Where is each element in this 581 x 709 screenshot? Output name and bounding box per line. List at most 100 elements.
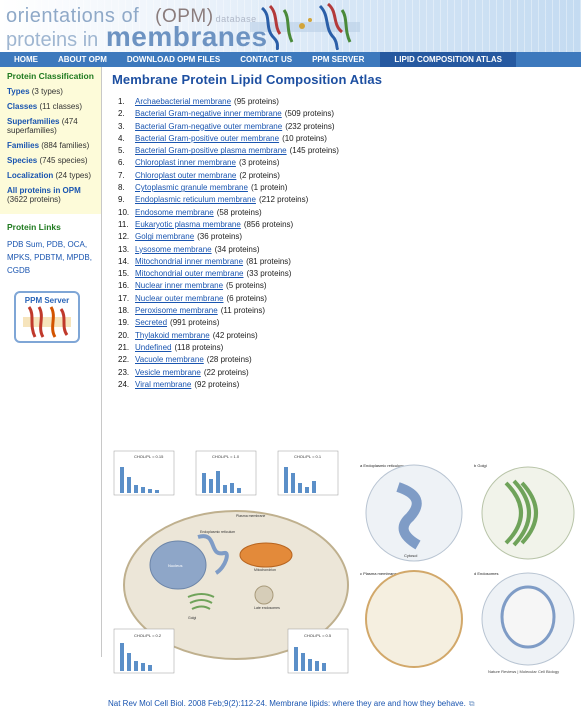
- protein-count: (11 proteins): [221, 306, 265, 315]
- membrane-link[interactable]: Vacuole membrane: [135, 355, 204, 364]
- link-pdb-sum[interactable]: PDB Sum: [7, 240, 42, 249]
- membrane-list-item: 10. Endosome membrane (58 proteins): [112, 207, 581, 219]
- membrane-link[interactable]: Bacterial Gram-positive plasma membrane: [135, 146, 287, 155]
- protein-links-panel: Protein Links PDB Sum, PDB, OCA, MPKS, P…: [0, 214, 101, 281]
- membrane-link[interactable]: Bacterial Gram-negative inner membrane: [135, 109, 282, 118]
- sidebar-entry-all-proteins: All proteins in OPM (3622 proteins): [7, 186, 95, 204]
- link-oca[interactable]: OCA: [67, 240, 84, 249]
- membrane-link[interactable]: Cytoplasmic granule membrane: [135, 183, 248, 192]
- protein-count: (2 proteins): [239, 171, 279, 180]
- membrane-list-item: 23. Vesicle membrane (22 proteins): [112, 367, 581, 379]
- protein-count: (212 proteins): [259, 195, 308, 204]
- figure-credit: Nature Reviews | Molecular Cell Biology: [488, 669, 559, 674]
- nav-lipid-composition-atlas[interactable]: LIPID COMPOSITION ATLAS: [380, 52, 516, 67]
- nav-home[interactable]: HOME: [4, 55, 48, 64]
- membrane-list-item: 14. Mitochondrial inner membrane (81 prote…: [112, 256, 581, 268]
- protein-count: (856 proteins): [244, 220, 293, 229]
- membrane-link[interactable]: Undefined: [135, 343, 171, 352]
- types-link[interactable]: Types: [7, 87, 30, 96]
- membrane-link[interactable]: Chloroplast outer membrane: [135, 171, 236, 180]
- membrane-list-item: 2. Bacterial Gram-negative inner membrane…: [112, 108, 581, 120]
- histogram-pm: CHOL/PL = 1.0: [196, 451, 256, 495]
- list-item-number: 12.: [112, 231, 132, 243]
- histogram-er: CHOL/PL = 0.15: [114, 451, 174, 495]
- membrane-link[interactable]: Nuclear inner membrane: [135, 281, 223, 290]
- membrane-list-item: 7. Chloroplast outer membrane (2 proteins): [112, 170, 581, 182]
- logo-membranes: membranes: [106, 21, 268, 52]
- protein-count: (145 proteins): [290, 146, 339, 155]
- external-link-icon: ⧉: [469, 699, 475, 708]
- list-item-number: 15.: [112, 268, 132, 280]
- membrane-list-item: 13. Lysosome membrane (34 proteins): [112, 244, 581, 256]
- sidebar-entry-localization: Localization (24 types): [7, 171, 95, 180]
- protein-count: (232 proteins): [285, 122, 334, 131]
- membrane-list-item: 16. Nuclear inner membrane (5 proteins): [112, 280, 581, 292]
- membrane-link[interactable]: Thylakoid membrane: [135, 331, 210, 340]
- svg-text:Late endosomes: Late endosomes: [254, 606, 280, 610]
- svg-text:CHOL/PL = 1.0: CHOL/PL = 1.0: [212, 454, 240, 459]
- all-proteins-link[interactable]: All proteins in OPM: [7, 186, 81, 195]
- membrane-link[interactable]: Vesicle membrane: [135, 368, 201, 377]
- svg-text:CHOL/PL = 0.5: CHOL/PL = 0.5: [304, 633, 332, 638]
- svg-text:a Endoplasmic reticulum: a Endoplasmic reticulum: [360, 463, 404, 468]
- histogram-mito: CHOL/PL = 0.1: [278, 451, 338, 495]
- families-link[interactable]: Families: [7, 141, 39, 150]
- link-pdbtm[interactable]: PDBTM: [34, 253, 62, 262]
- protein-links-list: PDB Sum, PDB, OCA, MPKS, PDBTM, MPDB, CG…: [7, 238, 95, 277]
- link-mpks[interactable]: MPKS: [7, 253, 30, 262]
- membrane-link[interactable]: Chloroplast inner membrane: [135, 158, 236, 167]
- link-pdb[interactable]: PDB: [47, 240, 63, 249]
- membrane-link[interactable]: Lysosome membrane: [135, 245, 212, 254]
- membrane-link[interactable]: Endoplasmic reticulum membrane: [135, 195, 256, 204]
- membrane-link[interactable]: Archaebacterial membrane: [135, 97, 231, 106]
- citation-link[interactable]: Nat Rev Mol Cell Biol. 2008 Feb;9(2):112…: [108, 699, 475, 709]
- membrane-link[interactable]: Mitochondrial outer membrane: [135, 269, 244, 278]
- ppm-server-button[interactable]: PPM Server: [14, 291, 80, 343]
- membrane-link[interactable]: Secreted: [135, 318, 167, 327]
- membrane-list-item: 21. Undefined (118 proteins): [112, 342, 581, 354]
- membrane-link[interactable]: Bacterial Gram-positive outer membrane: [135, 134, 279, 143]
- protein-count: (5 proteins): [226, 281, 266, 290]
- protein-count: (3 proteins): [239, 158, 279, 167]
- nav-about-opm[interactable]: ABOUT OPM: [48, 55, 117, 64]
- classes-link[interactable]: Classes: [7, 102, 37, 111]
- membrane-list-item: 3. Bacterial Gram-negative outer membrane…: [112, 121, 581, 133]
- citation-text[interactable]: Nat Rev Mol Cell Biol. 2008 Feb;9(2):112…: [108, 699, 466, 708]
- list-item-number: 3.: [112, 121, 132, 133]
- species-link[interactable]: Species: [7, 156, 37, 165]
- list-item-number: 1.: [112, 96, 132, 108]
- svg-text:c Plasma membrane: c Plasma membrane: [360, 571, 397, 576]
- protein-count: (34 proteins): [215, 245, 260, 254]
- membrane-link[interactable]: Eukaryotic plasma membrane: [135, 220, 241, 229]
- membrane-list-item: 11. Eukaryotic plasma membrane (856 protei…: [112, 219, 581, 231]
- svg-text:d Endosomes: d Endosomes: [474, 571, 498, 576]
- main-nav: HOME ABOUT OPM DOWNLOAD OPM FILES CONTAC…: [0, 52, 581, 67]
- localization-link[interactable]: Localization: [7, 171, 53, 180]
- link-cgdb[interactable]: CGDB: [7, 266, 30, 275]
- membrane-link[interactable]: Peroxisome membrane: [135, 306, 218, 315]
- nav-contact-us[interactable]: CONTACT US: [230, 55, 302, 64]
- list-item-number: 13.: [112, 244, 132, 256]
- membrane-link[interactable]: Golgi membrane: [135, 232, 194, 241]
- membrane-link[interactable]: Mitochondrial inner membrane: [135, 257, 243, 266]
- nav-ppm-server[interactable]: PPM SERVER: [302, 55, 374, 64]
- superfamilies-link[interactable]: Superfamilies: [7, 117, 59, 126]
- list-item-number: 20.: [112, 330, 132, 342]
- link-mpdb[interactable]: MPDB: [67, 253, 90, 262]
- panel-plasma-membrane: c Plasma membrane: [360, 571, 462, 667]
- membrane-list-item: 20. Thylakoid membrane (42 proteins): [112, 330, 581, 342]
- membrane-link[interactable]: Bacterial Gram-negative outer membrane: [135, 122, 282, 131]
- list-item-number: 24.: [112, 379, 132, 391]
- nav-download-opm-files[interactable]: DOWNLOAD OPM FILES: [117, 55, 230, 64]
- svg-text:CHOL/PL = 0.1: CHOL/PL = 0.1: [294, 454, 322, 459]
- list-item-number: 10.: [112, 207, 132, 219]
- svg-text:Endoplasmic reticulum: Endoplasmic reticulum: [200, 530, 235, 534]
- list-item-number: 8.: [112, 182, 132, 194]
- membrane-link[interactable]: Nuclear outer membrane: [135, 294, 223, 303]
- lipid-distribution-figure: CHOL/PL = 0.15 CHOL/PL = 1.0 CHOL/PL = 0…: [108, 447, 575, 677]
- membrane-link[interactable]: Viral membrane: [135, 380, 191, 389]
- membrane-link[interactable]: Endosome membrane: [135, 208, 214, 217]
- sidebar-entry-types: Types (3 types): [7, 87, 95, 96]
- classes-count: (11 classes): [37, 102, 82, 111]
- list-item-number: 14.: [112, 256, 132, 268]
